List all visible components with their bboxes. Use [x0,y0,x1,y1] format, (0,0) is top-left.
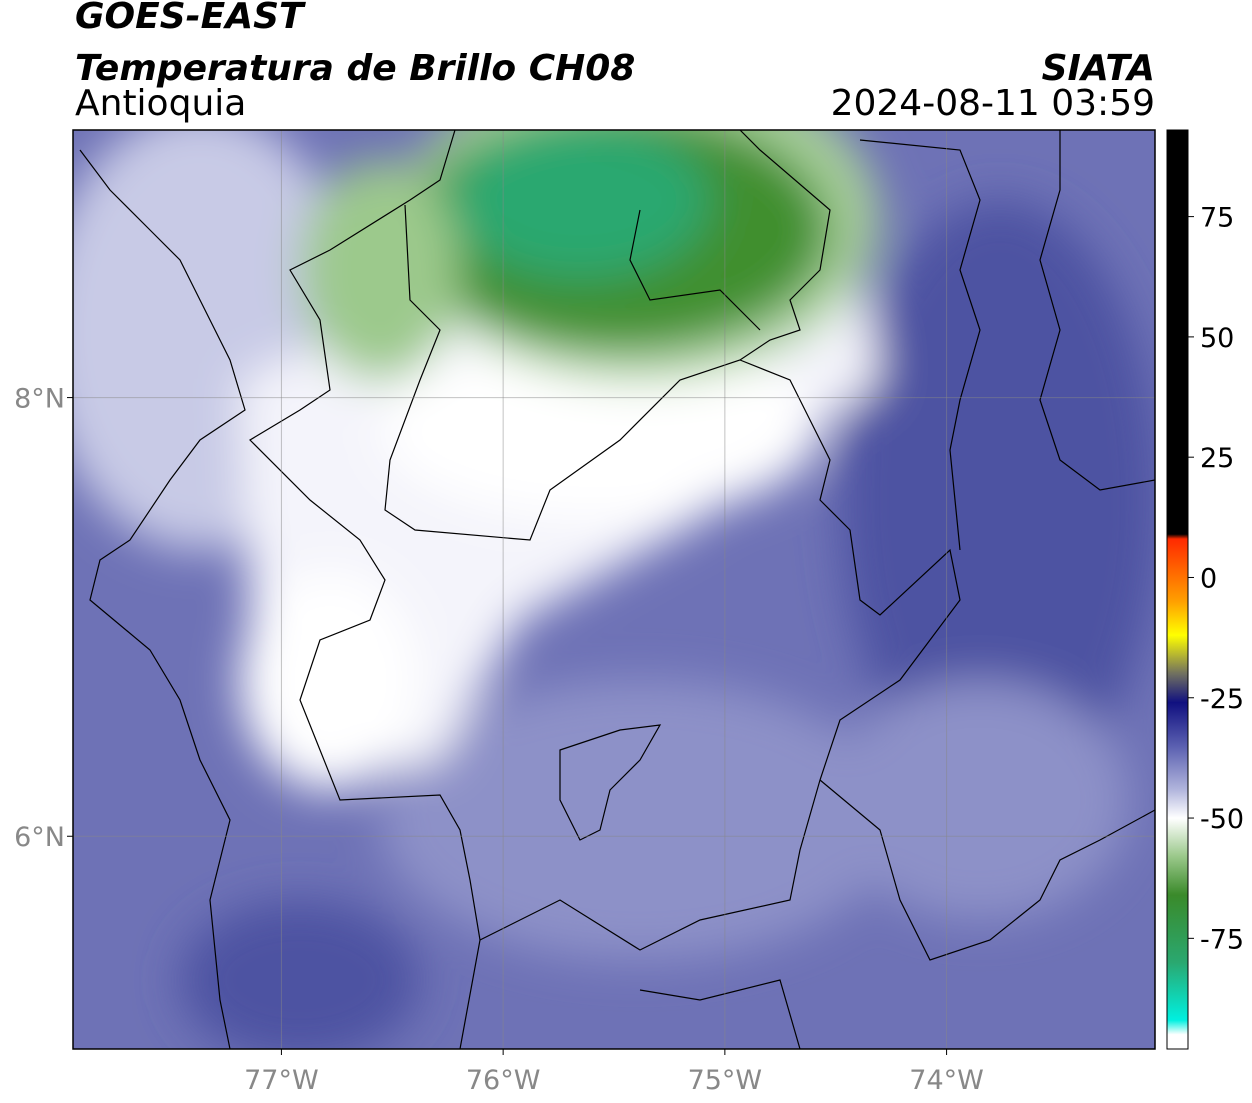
x-tick-label: 75°W [688,1065,763,1096]
colorbar-tick-label: 25 [1200,443,1234,474]
colorbar-tick-label: 0 [1200,563,1217,594]
timestamp: 2024-08-11 03:59 [831,83,1155,124]
grid [67,130,1155,1055]
colorbar-tick-label: -75 [1200,924,1244,955]
colorbar-tick-label: 50 [1200,323,1234,354]
colorbar [1167,130,1194,1049]
colorbar-fill [1167,130,1188,1049]
colorbar-frame [1166,129,1189,1050]
y-tick-label: 8°N [14,384,65,415]
colorbar-tick-label: -50 [1200,804,1244,835]
satellite-image [73,130,1155,1049]
colorbar-tick-label: -25 [1200,684,1244,715]
x-tick-label: 76°W [466,1065,541,1096]
region: Antioquia [75,83,246,124]
title: GOES-EAST [75,0,306,37]
map-frame [72,129,1156,1050]
subtitle: Temperatura de Brillo CH08 [75,48,635,89]
borders [79,130,1155,1049]
x-tick-label: 74°W [909,1065,984,1096]
x-tick-label: 77°W [244,1065,319,1096]
source: SIATA [1042,48,1155,89]
y-tick-label: 6°N [14,822,65,853]
colorbar-tick-label: 75 [1200,203,1234,234]
